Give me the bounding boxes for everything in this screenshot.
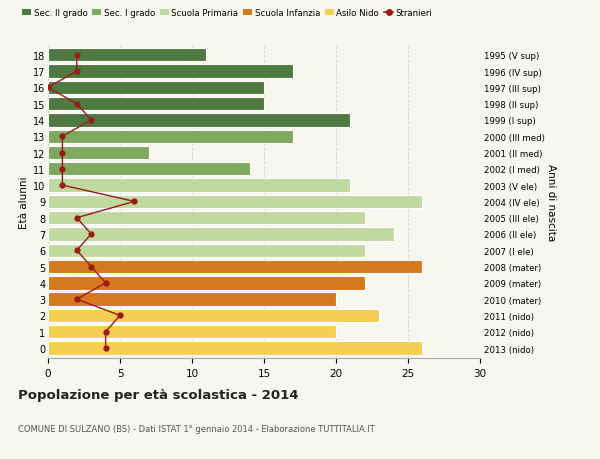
Bar: [48, 341, 422, 355]
Text: COMUNE DI SULZANO (BS) - Dati ISTAT 1° gennaio 2014 - Elaborazione TUTTITALIA.IT: COMUNE DI SULZANO (BS) - Dati ISTAT 1° g…: [18, 425, 375, 434]
Bar: [48, 260, 422, 274]
Bar: [48, 49, 206, 62]
Bar: [48, 98, 264, 111]
Bar: [48, 277, 365, 290]
Legend: Sec. II grado, Sec. I grado, Scuola Primaria, Scuola Infanzia, Asilo Nido, Stran: Sec. II grado, Sec. I grado, Scuola Prim…: [22, 9, 432, 18]
Text: Popolazione per età scolastica - 2014: Popolazione per età scolastica - 2014: [18, 388, 299, 401]
Y-axis label: Anni di nascita: Anni di nascita: [546, 163, 556, 241]
Bar: [48, 195, 422, 209]
Bar: [48, 325, 336, 339]
Bar: [48, 244, 365, 257]
Bar: [48, 309, 379, 322]
Bar: [48, 130, 293, 144]
Bar: [48, 212, 365, 225]
Bar: [48, 179, 350, 192]
Bar: [48, 65, 293, 78]
Bar: [48, 114, 350, 127]
Y-axis label: Età alunni: Età alunni: [19, 176, 29, 228]
Bar: [48, 163, 250, 176]
Bar: [48, 228, 394, 241]
Bar: [48, 146, 149, 160]
Bar: [48, 82, 264, 95]
Bar: [48, 293, 336, 306]
